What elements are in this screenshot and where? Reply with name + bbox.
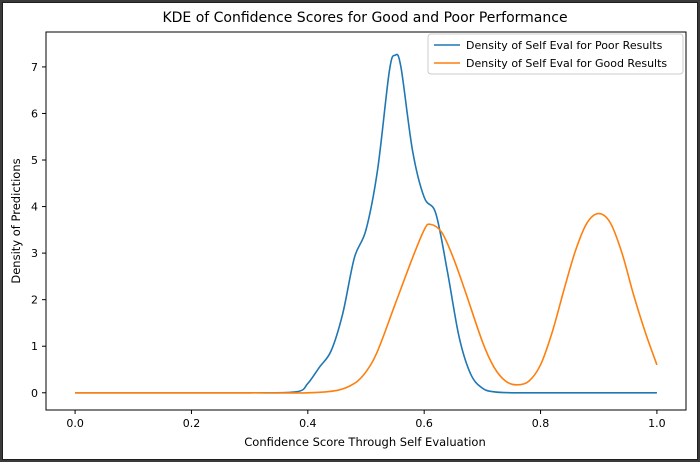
- y-tick-label: 3: [31, 247, 38, 260]
- x-tick-label: 0.6: [415, 417, 433, 430]
- y-tick-label: 7: [31, 61, 38, 74]
- x-tick-label: 0.4: [299, 417, 317, 430]
- y-tick-label: 0: [31, 387, 38, 400]
- legend-label-poor: Density of Self Eval for Poor Results: [466, 39, 663, 52]
- x-tick-label: 1.0: [648, 417, 666, 430]
- x-tick-label: 0.0: [66, 417, 84, 430]
- legend: Density of Self Eval for Poor Results De…: [427, 33, 684, 75]
- x-tick-label: 0.8: [532, 417, 550, 430]
- x-axis: 0.0 0.2 0.4 0.6 0.8 1.0: [66, 410, 666, 430]
- series-lines: [75, 53, 658, 394]
- legend-label-good: Density of Self Eval for Good Results: [466, 57, 667, 70]
- y-tick-label: 5: [31, 154, 38, 167]
- y-axis-label: Density of Predictions: [9, 158, 23, 283]
- x-axis-label: Confidence Score Through Self Evaluation: [244, 435, 486, 449]
- y-tick-label: 4: [31, 201, 38, 214]
- series-line-poor-results: [75, 53, 657, 394]
- chart-title: KDE of Confidence Scores for Good and Po…: [162, 10, 567, 26]
- series-line-good-results: [75, 212, 658, 394]
- y-axis: 0 1 2 3 4 5 6 7: [31, 61, 46, 400]
- y-tick-label: 1: [31, 340, 38, 353]
- legend-box: [427, 33, 684, 75]
- plot-area: [45, 31, 687, 411]
- y-tick-label: 6: [31, 107, 38, 120]
- y-tick-label: 2: [31, 294, 38, 307]
- x-tick-label: 0.2: [183, 417, 201, 430]
